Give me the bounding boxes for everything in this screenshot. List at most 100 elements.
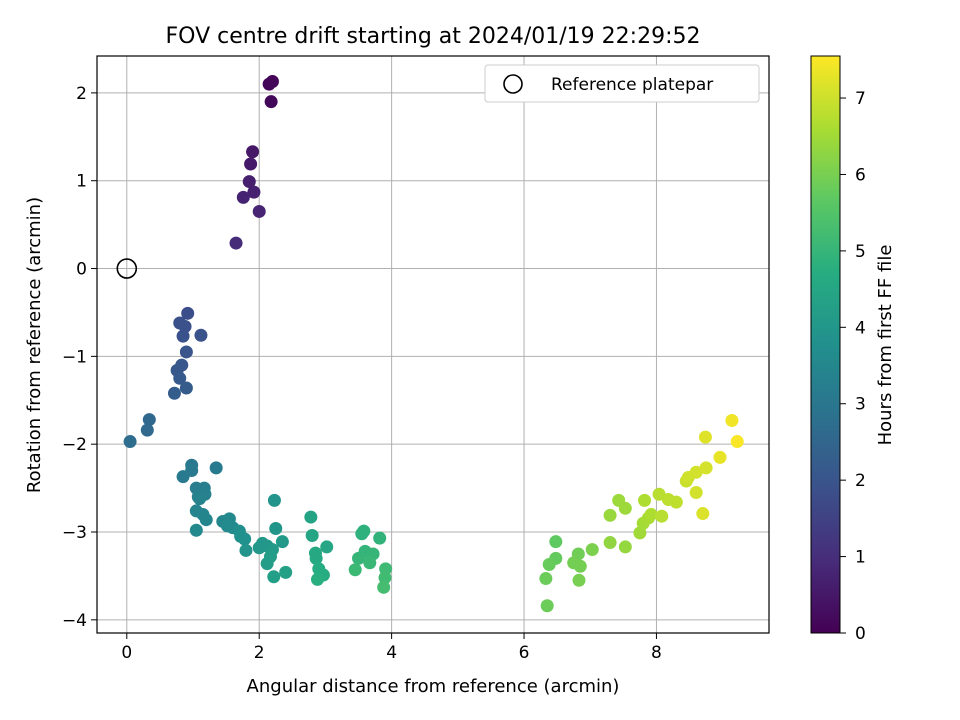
data-point (269, 521, 283, 535)
data-point (181, 306, 195, 320)
data-point (179, 381, 193, 395)
data-point (352, 551, 366, 565)
x-tick-label: 8 (651, 643, 662, 663)
y-tick-label: 2 (76, 84, 87, 104)
y-tick-label: 1 (76, 172, 87, 192)
data-point (644, 507, 658, 521)
data-point (355, 527, 369, 541)
x-tick-label: 2 (254, 643, 265, 663)
data-point (239, 543, 253, 557)
data-point (176, 329, 190, 343)
colorbar-tick-label: 4 (855, 318, 866, 338)
x-tick-label: 0 (121, 643, 132, 663)
data-point (540, 599, 554, 613)
colorbar-tick-label: 6 (855, 165, 866, 185)
y-axis-label: Rotation from reference (arcmin) (24, 197, 45, 493)
data-point (267, 493, 281, 507)
data-point (267, 570, 281, 584)
data-point (638, 493, 652, 507)
data-point (618, 540, 632, 554)
data-point (572, 573, 586, 587)
data-point (309, 551, 323, 565)
data-point (304, 510, 318, 524)
data-point (167, 386, 181, 400)
data-point (698, 430, 712, 444)
data-point (585, 543, 599, 557)
data-point (246, 145, 260, 159)
data-point (603, 508, 617, 522)
x-tick-label: 4 (386, 643, 397, 663)
axes: 0 2 4 6 8 −4 −3 −2 −1 0 1 2 (62, 55, 770, 663)
grid (97, 56, 769, 633)
data-point (689, 485, 703, 499)
colorbar-gradient (810, 55, 841, 634)
y-tick-label: −2 (62, 435, 87, 455)
y-tick-label: 0 (76, 260, 87, 280)
data-point (238, 532, 252, 546)
plot-frame (96, 55, 770, 634)
data-point (696, 507, 710, 521)
data-point (310, 572, 324, 586)
data-point (236, 190, 250, 204)
data-point (573, 559, 587, 573)
colorbar-tick-label: 7 (855, 89, 866, 109)
data-point (142, 413, 156, 427)
colorbar: 0 1 2 3 4 5 6 7 (810, 55, 866, 644)
data-point (377, 580, 391, 594)
data-point (279, 565, 293, 579)
data-point (373, 531, 387, 545)
colorbar-tick-label: 2 (855, 471, 866, 491)
x-axis-label: Angular distance from reference (arcmin) (247, 676, 620, 697)
colorbar-tick-label: 3 (855, 395, 866, 415)
data-point (689, 465, 703, 479)
data-point (199, 513, 213, 527)
data-point (669, 495, 683, 509)
data-point (194, 328, 208, 342)
data-point (173, 371, 187, 385)
y-tick-label: −3 (62, 523, 87, 543)
data-point (140, 423, 154, 437)
data-point (252, 204, 266, 218)
data-point (539, 572, 553, 586)
colorbar-label: Hours from first FF file (875, 245, 896, 446)
colorbar-tick-label: 0 (855, 624, 866, 644)
data-point (193, 492, 207, 506)
data-point (542, 557, 556, 571)
data-point (247, 185, 261, 199)
data-point (262, 77, 276, 91)
legend-box (484, 64, 760, 103)
data-point (363, 556, 377, 570)
data-point (242, 175, 256, 189)
x-tick-label: 6 (519, 643, 530, 663)
reference-marker (116, 258, 138, 279)
data-point (618, 501, 632, 515)
data-point (348, 563, 362, 577)
data-point (185, 464, 199, 478)
data-point (655, 509, 669, 523)
data-point (378, 571, 392, 585)
chart-title: FOV centre drift starting at 2024/01/19 … (166, 24, 701, 49)
legend-label: Reference platepar (551, 75, 713, 95)
data-point (320, 540, 334, 554)
data-point (305, 529, 319, 543)
data-point (244, 157, 258, 171)
y-tick-label: −1 (62, 347, 87, 367)
colorbar-tick-label: 5 (855, 242, 866, 262)
data-point (179, 345, 193, 359)
colorbar-tick-label: 1 (855, 548, 866, 568)
data-points (116, 74, 744, 613)
data-point (178, 319, 192, 333)
data-point (229, 236, 243, 250)
data-point (260, 557, 274, 571)
data-point (549, 535, 563, 549)
data-point (725, 413, 739, 427)
data-point (123, 435, 137, 449)
data-point (713, 450, 727, 464)
data-point (275, 535, 289, 549)
data-point (603, 536, 617, 550)
data-point (699, 461, 713, 475)
legend-marker (503, 74, 523, 94)
y-tick-label: −4 (62, 611, 87, 631)
data-point (264, 95, 278, 109)
